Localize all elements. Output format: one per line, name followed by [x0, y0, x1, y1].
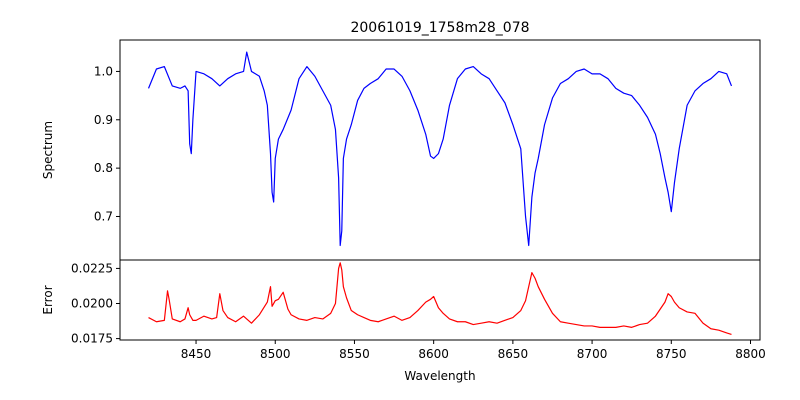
y-tick-label: 0.9: [94, 113, 113, 127]
y-tick-label: 1.0: [94, 64, 113, 78]
y-tick-label: 0.0200: [71, 297, 113, 311]
x-tick-label: 8450: [181, 347, 212, 361]
chart-title: 20061019_1758m28_078: [350, 20, 529, 36]
x-tick-label: 8750: [656, 347, 687, 361]
error-y-axis-label: Error: [41, 285, 55, 314]
error-series-line: [148, 262, 732, 335]
x-tick-label: 8650: [498, 347, 529, 361]
y-tick-label: 0.0225: [71, 261, 113, 275]
spectrum-panel: 0.7 0.8 0.9 1.0 Spectrum: [41, 39, 761, 261]
spectrum-series-line: [147, 51, 733, 247]
y-tick-label: 0.8: [94, 161, 113, 175]
x-tick-label: 8800: [735, 347, 766, 361]
x-tick-label: 8600: [418, 347, 449, 361]
error-panel: 0.0175 0.0200 0.0225 8450 8500 8550 8600 8650 8…: [41, 259, 766, 383]
x-axis-label: Wavelength: [404, 369, 475, 383]
spectrum-y-axis-label: Spectrum: [41, 121, 55, 179]
x-tick-label: 8500: [260, 347, 291, 361]
y-tick-label: 0.0175: [71, 332, 113, 346]
y-tick-label: 0.7: [94, 209, 113, 223]
error-axes-frame: [119, 259, 761, 341]
x-tick-label: 8700: [577, 347, 608, 361]
x-tick-label: 8550: [339, 347, 370, 361]
